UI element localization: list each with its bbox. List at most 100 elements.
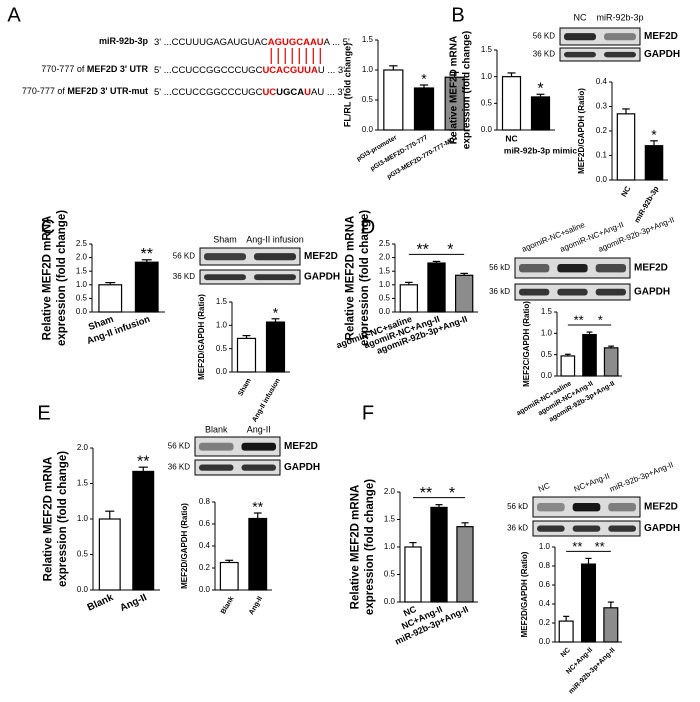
blot-band <box>519 288 550 296</box>
x-tick-label: Ang-II infusion <box>251 377 282 423</box>
significance-label: ** <box>141 246 153 263</box>
bar <box>530 96 551 131</box>
sequence-label: 770-777 of MEF2D 3' UTR <box>41 64 148 74</box>
blot-band <box>608 503 636 512</box>
blot-marker: 36 kD <box>507 524 528 533</box>
sequence-part: 5' ...CCUCCGGCCCUGC <box>154 87 263 98</box>
y-axis-title: MEF2D/GAPDH (Ratio) <box>577 88 586 174</box>
y-axis-title: expression (fold change) <box>462 31 473 149</box>
y-tick-label: 0.4 <box>539 599 551 608</box>
bar <box>454 274 474 313</box>
y-axis-title: expression (fold change) <box>57 451 69 587</box>
sequence-part: 5' ...CCUCCGGCCCUGC <box>154 65 263 76</box>
y-tick-label: 0.0 <box>379 307 391 316</box>
y-tick-label: 0.8 <box>539 561 551 570</box>
x-tick-label: NC <box>505 133 517 143</box>
y-tick-label: 1.0 <box>379 280 391 289</box>
y-tick-label: 0.1 <box>596 151 608 160</box>
lane-label: Ang-II infusion <box>246 234 304 244</box>
blot-strip <box>559 27 641 46</box>
sequence-label-part: MEF2D 3' UTR <box>87 64 149 74</box>
bar <box>98 518 121 591</box>
x-tick-label: Ang-II <box>248 595 264 616</box>
bar <box>413 87 435 131</box>
sequence-label-part: 770-777 of <box>41 64 87 74</box>
blot-band <box>254 253 296 261</box>
y-axis-title: Relative MEF2D mRNA <box>350 485 362 610</box>
y-tick-label: 2.0 <box>379 253 391 262</box>
y-tick-label: 1.5 <box>541 307 553 316</box>
blot-band <box>204 253 246 261</box>
significance-label: * <box>537 80 543 97</box>
y-tick-label: 0.5 <box>481 98 493 107</box>
bar <box>399 284 419 313</box>
blot-band <box>204 274 246 281</box>
blot-protein: MEF2D <box>644 502 678 513</box>
blot-strip <box>199 247 301 266</box>
x-tick-label: miR-92b-3p mimic <box>504 145 577 155</box>
y-axis-title: MEF2C/GAPDH (Ratio) <box>522 301 531 387</box>
sequence-part: A ... 5' <box>324 37 350 48</box>
lane-label: Ang-II <box>247 424 271 434</box>
y-tick-label: 0.6 <box>539 580 551 589</box>
y-tick-label: 0.0 <box>216 367 228 376</box>
sequence-part: 3' ...CCUUUGAGAUGUAC <box>154 37 268 48</box>
y-axis-title: MEF2D/GAPDH (Ratio) <box>197 294 206 380</box>
blot-protein: GAPDH <box>304 272 340 283</box>
x-tick-label: Blank <box>86 592 116 614</box>
x-tick-label: Blank <box>220 595 236 615</box>
bar <box>132 470 155 591</box>
sequence-part: UGCA <box>276 87 304 98</box>
significance-label: ** <box>252 499 263 515</box>
sequence-part: UC <box>262 87 276 98</box>
y-tick-label: 2.0 <box>76 253 88 262</box>
lane-label: miR-92b-3p <box>596 12 643 22</box>
blot-protein: GAPDH <box>284 462 320 473</box>
y-tick-label: 0.0 <box>481 125 493 134</box>
blot-protein: GAPDH <box>644 49 680 60</box>
blot-marker: 56 kD <box>489 263 510 272</box>
significance-label: ** <box>420 485 432 502</box>
blot-marker: 56 KD <box>173 252 195 261</box>
significance-label: ** <box>595 539 605 554</box>
y-tick-label: 0.5 <box>362 95 374 104</box>
y-tick-label: 0.2 <box>596 126 608 135</box>
y-tick-label: 0.8 <box>199 497 211 506</box>
y-tick-label: 0.6 <box>199 519 211 528</box>
y-axis-title: MEF2D/GAPDH (Ratio) <box>520 551 529 637</box>
y-tick-label: 1.5 <box>362 35 374 44</box>
significance-label: * <box>421 71 427 87</box>
blot-marker: 56 KD <box>533 32 555 41</box>
x-tick-label: miR-92b-3p+Ang-II <box>568 647 617 696</box>
blot-band <box>604 33 636 41</box>
bar <box>603 347 619 377</box>
y-tick-label: 0.0 <box>199 585 211 594</box>
y-axis-title: Relative MEF2D mRNA <box>345 216 357 341</box>
blot-band <box>199 464 234 471</box>
blot-protein: MEF2D <box>634 263 668 274</box>
blot-band <box>595 264 626 273</box>
blot-strip <box>559 47 641 62</box>
y-tick-label: 0.0 <box>539 637 551 646</box>
y-tick-label: 0.5 <box>216 344 228 353</box>
y-tick-label: 0.5 <box>76 294 88 303</box>
y-tick-label: 0.0 <box>362 125 374 134</box>
y-tick-label: 0.4 <box>199 541 211 550</box>
bar <box>580 563 597 643</box>
blot-band <box>537 525 565 532</box>
blot-marker: 36 KD <box>173 272 195 281</box>
blot-band <box>557 264 588 273</box>
significance-label: ** <box>574 312 584 327</box>
blot-band <box>595 288 626 296</box>
y-axis-title: expression (fold change) <box>56 210 68 346</box>
blot-band <box>537 503 565 512</box>
y-axis-title: expression (fold change) <box>364 479 376 615</box>
y-tick-label: 1.0 <box>541 328 553 337</box>
sequence-part: U ... 3' <box>318 65 345 76</box>
lane-label: miR-92b-3p+Ang-II <box>608 460 674 494</box>
bar <box>603 607 619 643</box>
y-tick-label: 0.5 <box>77 550 89 559</box>
bar <box>236 337 257 373</box>
y-tick-label: 0.3 <box>596 102 608 111</box>
